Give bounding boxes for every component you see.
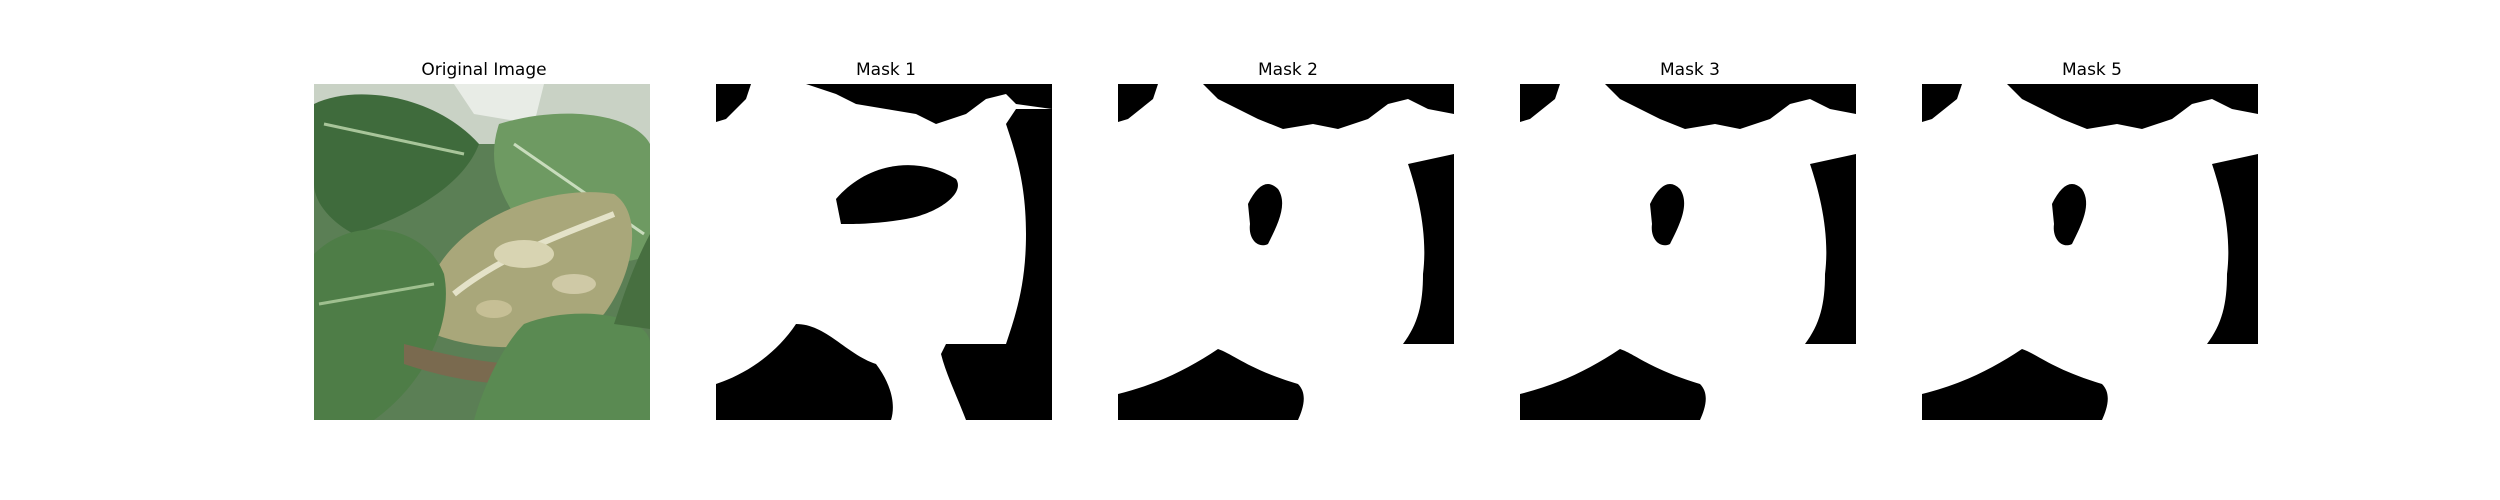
panel-title: Mask 1 [716, 60, 1056, 80]
panel-title: Mask 3 [1520, 60, 1860, 80]
mask-1-image [716, 84, 1052, 420]
leafy-green-plant-photo [314, 84, 650, 420]
panel-title: Original Image [314, 60, 654, 80]
panel-title: Mask 2 [1118, 60, 1458, 80]
mask-2-image [1118, 84, 1454, 420]
mask-3-image [1520, 84, 1856, 420]
panel-title: Mask 5 [1922, 60, 2262, 80]
mask-5-image [1922, 84, 2258, 420]
